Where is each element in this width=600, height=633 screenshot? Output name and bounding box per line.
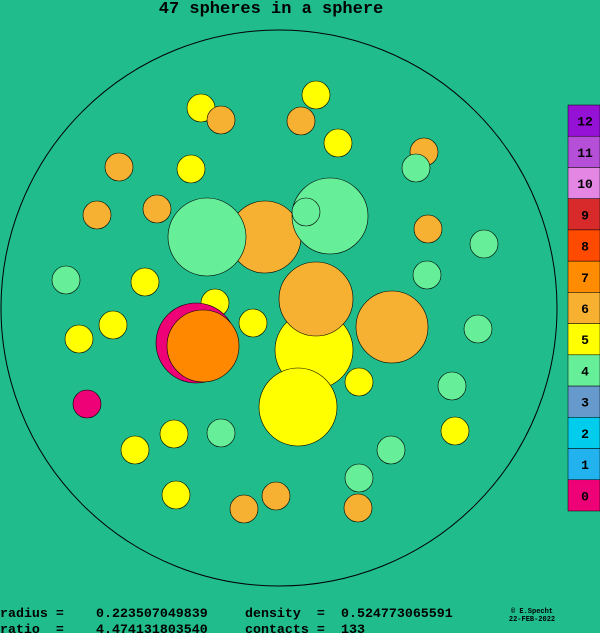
sphere	[278, 261, 354, 337]
sphere	[176, 154, 206, 184]
sphere	[343, 493, 373, 523]
sphere	[104, 152, 134, 182]
sphere	[72, 389, 102, 419]
sphere	[130, 267, 160, 297]
legend-swatch	[567, 385, 600, 418]
credit: 22-FEB-2022	[509, 616, 555, 624]
legend-label: 1	[581, 458, 589, 473]
sphere	[355, 290, 429, 364]
legend-label: 12	[577, 115, 593, 130]
sphere	[82, 200, 112, 230]
sphere	[344, 367, 374, 397]
sphere	[206, 418, 236, 448]
sphere	[401, 153, 431, 183]
legend-swatch	[567, 260, 600, 293]
legend-swatch	[567, 417, 600, 449]
sphere	[229, 494, 259, 524]
legend-label: 9	[581, 208, 589, 223]
legend-label: 11	[577, 146, 593, 161]
sphere	[376, 435, 406, 465]
sphere	[291, 197, 321, 227]
stat-text: 0.223507049839	[96, 606, 208, 621]
legend-label: 2	[581, 427, 589, 442]
sphere	[167, 197, 247, 277]
title: 47 spheres in a sphere	[159, 0, 383, 19]
stat-text: ratio =	[0, 622, 64, 633]
legend-swatch	[567, 135, 600, 168]
stat-text: radius =	[0, 606, 64, 621]
legend-swatch	[567, 198, 600, 231]
sphere	[412, 260, 442, 290]
legend-swatch	[567, 167, 600, 199]
legend-swatch	[567, 104, 600, 137]
sphere	[64, 324, 94, 354]
outer-sphere	[0, 29, 558, 587]
legend-swatch	[567, 354, 600, 387]
sphere	[301, 80, 331, 110]
sphere	[261, 481, 291, 511]
sphere	[51, 265, 81, 295]
sphere	[120, 435, 150, 465]
sphere	[440, 416, 470, 446]
legend-label: 5	[581, 333, 589, 348]
legend-label: 7	[581, 271, 589, 286]
legend-swatch	[567, 448, 600, 481]
sphere	[469, 229, 499, 259]
sphere	[344, 463, 374, 493]
sphere	[463, 314, 493, 344]
legend-label: 8	[581, 240, 589, 255]
legend-swatch	[567, 479, 600, 512]
legend-swatch	[567, 323, 600, 356]
legend-swatch	[567, 292, 600, 324]
sphere	[238, 308, 268, 338]
stat-text: 0.524773065591	[341, 606, 453, 621]
sphere	[413, 214, 443, 244]
sphere	[286, 106, 316, 136]
legend-label: 4	[581, 364, 589, 379]
sphere	[161, 480, 191, 510]
stat-text: density =	[245, 606, 325, 621]
sphere	[437, 371, 467, 401]
legend-label: 6	[581, 302, 589, 317]
stat-text: 4.474131803540	[96, 622, 208, 633]
stat-text: 133	[341, 622, 365, 633]
sphere	[291, 177, 369, 255]
sphere	[159, 419, 189, 449]
sphere	[166, 309, 240, 383]
sphere	[142, 194, 172, 224]
legend-label: 10	[577, 177, 593, 192]
legend-label: 0	[581, 489, 589, 504]
stat-text: contacts =	[245, 622, 325, 633]
sphere	[98, 310, 128, 340]
sphere	[258, 367, 338, 447]
sphere	[206, 105, 236, 135]
credit: © E.Specht	[511, 607, 553, 616]
legend-label: 3	[581, 396, 589, 411]
sphere	[323, 128, 353, 158]
